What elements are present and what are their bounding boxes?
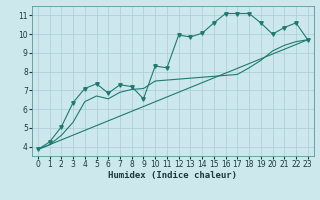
- X-axis label: Humidex (Indice chaleur): Humidex (Indice chaleur): [108, 171, 237, 180]
